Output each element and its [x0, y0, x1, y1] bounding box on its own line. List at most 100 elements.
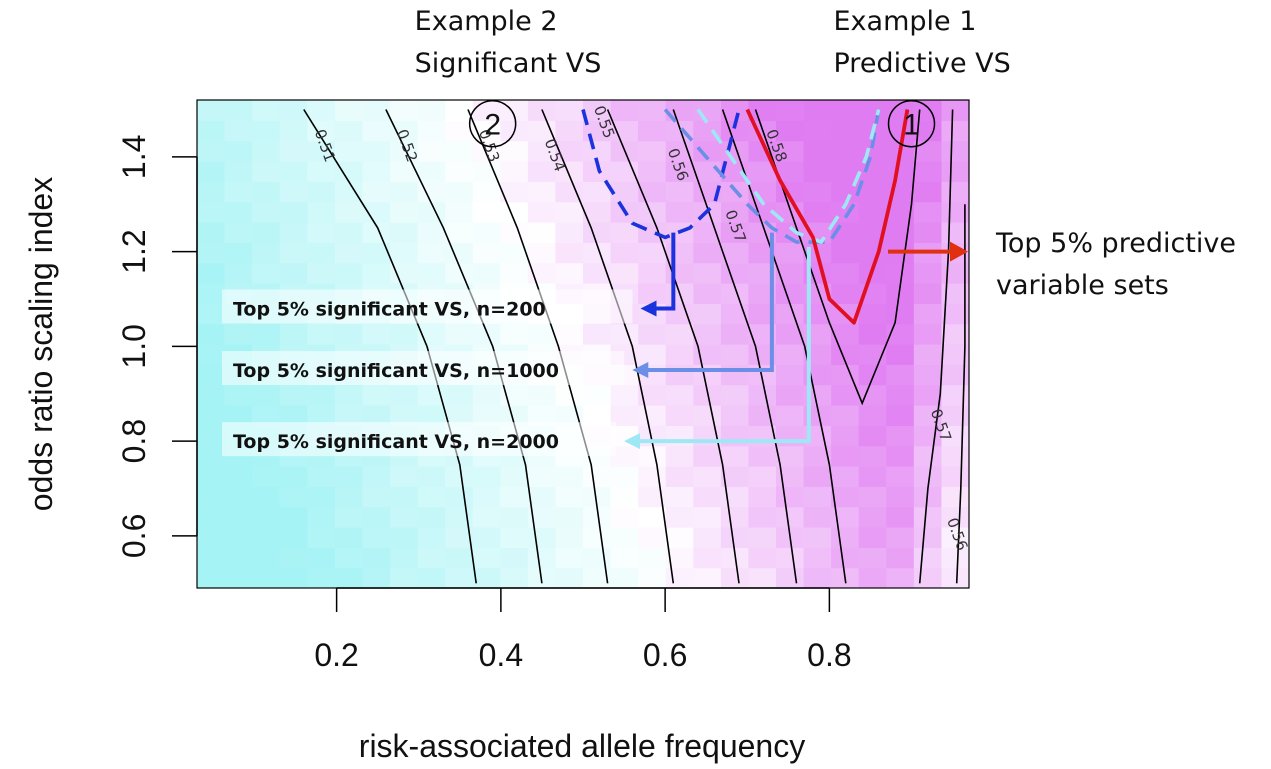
- heatmap-cell: [500, 405, 529, 426]
- heatmap-cell: [886, 283, 915, 304]
- heatmap-cell: [445, 181, 474, 203]
- heatmap-cell: [362, 547, 391, 569]
- heatmap-cell: [197, 466, 226, 487]
- heatmap-cell: [527, 506, 557, 528]
- heatmap-cell: [279, 486, 308, 508]
- heatmap-cell: [803, 161, 832, 182]
- heatmap-cell: [445, 547, 474, 569]
- heatmap-cell: [417, 161, 446, 182]
- heatmap-cell: [307, 547, 336, 569]
- heatmap-cell: [858, 181, 887, 203]
- heatmap-cell: [472, 527, 501, 548]
- heatmap-cell: [720, 466, 750, 487]
- heatmap-cell: [776, 100, 805, 121]
- heatmap-cell: [500, 181, 529, 203]
- heatmap-cell: [610, 527, 639, 548]
- heatmap-cell: [555, 527, 584, 548]
- heatmap-cell: [858, 384, 887, 406]
- heatmap-cell: [362, 323, 391, 345]
- heatmap-cell: [665, 384, 694, 406]
- heatmap-cell: [500, 506, 529, 528]
- heatmap-cell: [665, 506, 694, 528]
- heatmap-cell: [362, 405, 391, 426]
- heatmap-cell: [197, 344, 226, 365]
- y-tick-label: 1.0: [116, 324, 152, 368]
- heatmap-cell: [197, 181, 226, 203]
- heatmap-cell: [390, 100, 419, 121]
- heatmap-cell: [307, 486, 336, 508]
- legend-label: Top 5% significant VS, n=2000: [233, 431, 559, 453]
- heatmap-cell: [693, 303, 722, 325]
- heatmap-cell: [858, 201, 887, 223]
- heatmap-cell: [583, 405, 612, 426]
- x-tick-label: 0.4: [479, 637, 523, 673]
- heatmap-cell: [555, 140, 584, 162]
- x-tick-label: 0.2: [314, 637, 358, 673]
- heatmap-cell: [279, 140, 308, 162]
- heatmap-cell: [803, 527, 832, 548]
- heatmap-cell: [720, 405, 750, 426]
- heatmap-cell: [279, 201, 308, 223]
- heatmap-cell: [610, 100, 639, 121]
- heatmap-cell: [693, 140, 722, 162]
- heatmap-cell: [252, 222, 281, 243]
- heatmap-cell: [665, 466, 694, 487]
- heatmap-cell: [886, 445, 915, 467]
- heatmap-cell: [583, 140, 612, 162]
- heatmap-cell: [472, 222, 501, 243]
- example-number: 1: [903, 109, 920, 142]
- heatmap-cell: [638, 466, 667, 487]
- legend-label-bg: [222, 351, 625, 386]
- x-axis-title: risk-associated allele frequency: [359, 728, 805, 764]
- heatmap-cell: [913, 527, 943, 548]
- heatmap-cell: [693, 364, 722, 386]
- heatmap-cell: [610, 161, 639, 182]
- heatmap-cell: [224, 547, 253, 569]
- heatmap-cell: [886, 567, 915, 588]
- heatmap-cell: [610, 181, 639, 203]
- heatmap-cell: [362, 466, 391, 487]
- heatmap-cell: [831, 405, 860, 426]
- heatmap-cell: [500, 262, 529, 284]
- heatmap-cell: [748, 506, 777, 528]
- heatmap-cell: [307, 506, 336, 528]
- heatmap-cell: [279, 527, 308, 548]
- heatmap-cell: [224, 120, 253, 142]
- heatmap-cell: [886, 364, 915, 386]
- heatmap-cell: [831, 323, 860, 345]
- heatmap-cell: [748, 283, 777, 304]
- heatmap-cell: [390, 567, 419, 588]
- heatmap-cell: [583, 527, 612, 548]
- heatmap-cell: [941, 181, 969, 203]
- heatmap-cell: [417, 466, 446, 487]
- heatmap-cell: [886, 344, 915, 365]
- heatmap-cell: [638, 262, 667, 284]
- heatmap-cell: [252, 120, 281, 142]
- heatmap-cell: [748, 323, 777, 345]
- heatmap-cell: [720, 425, 750, 447]
- heatmap-cell: [720, 384, 750, 406]
- heatmap-cell: [334, 242, 364, 264]
- heatmap-cell: [197, 405, 226, 426]
- heatmap-cell: [941, 140, 969, 162]
- heatmap-cell: [776, 303, 805, 325]
- heatmap-cell: [665, 161, 694, 182]
- heatmap-cell: [252, 466, 281, 487]
- heatmap-cell: [803, 120, 832, 142]
- example-circle: [887, 99, 936, 148]
- heatmap-cell: [858, 567, 887, 588]
- heatmap-cell: [417, 100, 446, 121]
- heatmap-cell: [720, 344, 750, 365]
- heatmap-cell: [197, 364, 226, 386]
- legend-arrows: Top 5% significant VS, n=200 Top 5% signi…: [222, 232, 811, 457]
- heatmap-cell: [472, 486, 501, 508]
- example-title: Example 2: [415, 6, 558, 37]
- heatmap-cell: [472, 140, 501, 162]
- contour-line: [467, 109, 609, 584]
- heatmap-cell: [941, 506, 969, 528]
- heatmap-cell: [941, 567, 969, 588]
- heatmap-cell: [224, 506, 253, 528]
- heatmap-cell: [693, 222, 722, 243]
- heatmap-cell: [776, 506, 805, 528]
- heatmap-cell: [472, 201, 501, 223]
